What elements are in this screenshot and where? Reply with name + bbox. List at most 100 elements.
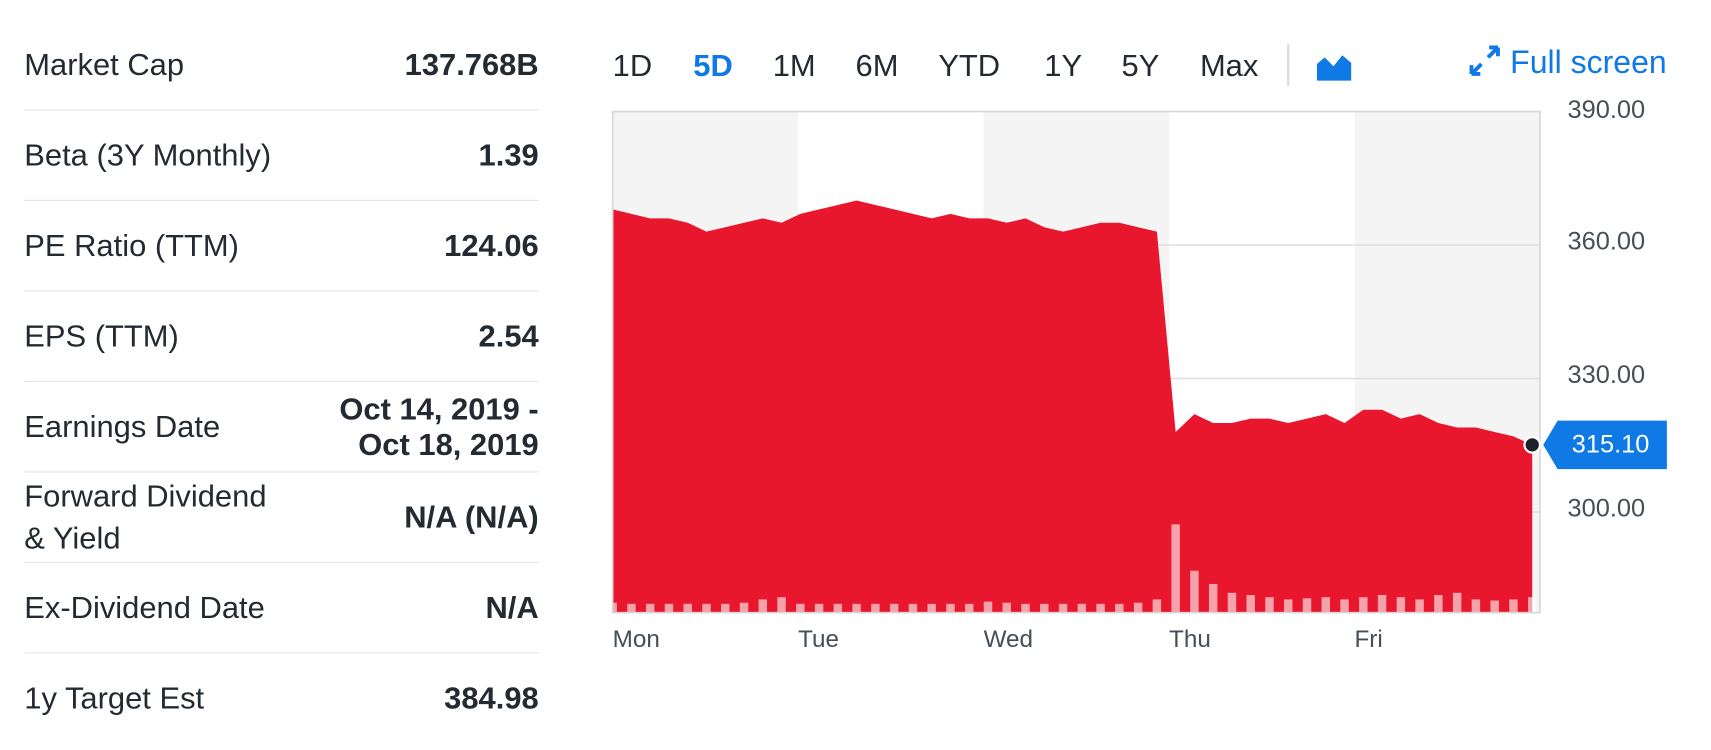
volume-bar [1133, 602, 1143, 613]
full-screen[interactable]: Full screen [1468, 44, 1667, 82]
range-button[interactable]: 6M [855, 48, 899, 83]
y-tick-label: 360.00 [1568, 228, 1646, 256]
stat-label: Forward Dividend & Yield [24, 478, 267, 555]
stat-label: Earnings Date [24, 408, 221, 444]
stat-row: PE Ratio (TTM) 124.06 [24, 201, 539, 292]
stat-label: Market Cap [24, 46, 185, 82]
volume-bar [1152, 599, 1162, 613]
volume-bar [1058, 603, 1068, 613]
stat-row: Ex-Dividend Date N/A [24, 563, 539, 654]
price-tag-label: 315.10 [1572, 431, 1650, 459]
stat-label: EPS (TTM) [24, 318, 179, 353]
volume-bar [871, 603, 880, 613]
volume-bar [796, 603, 805, 613]
x-tick-label: Fri [1354, 626, 1382, 653]
range-button[interactable]: 1M [772, 48, 816, 83]
volume-bar [1171, 524, 1180, 613]
volume-bar [1227, 592, 1237, 613]
stat-row: EPS (TTM) 2.54 [24, 291, 539, 382]
volume-bar [1415, 599, 1424, 613]
stats-table: Market Cap 137.768B Beta (3Y Monthly) 1.39 P… [24, 20, 539, 745]
volume-bar [1265, 597, 1274, 613]
y-tick-label: 390.00 [1568, 96, 1646, 124]
volume-bar [1321, 597, 1331, 613]
volume-bar [1509, 599, 1518, 613]
stat-label: Ex-Dividend Date [24, 590, 265, 625]
volume-bar [983, 601, 993, 613]
volume-bar [1040, 603, 1049, 613]
stat-value: 384.98 [444, 681, 539, 716]
volume-bar [1302, 598, 1312, 613]
volume-bar [1527, 597, 1537, 613]
x-tick-label: Tue [798, 626, 839, 653]
stat-row: 1y Target Est 384.98 [24, 654, 538, 745]
full-screen-label: Full screen [1510, 45, 1667, 81]
stat-label: Beta (3Y Monthly) [24, 137, 272, 172]
volume-bar [889, 603, 899, 613]
full-screen-icon [1469, 45, 1500, 76]
range-button[interactable]: 1D [612, 48, 653, 83]
range-button[interactable]: 1Y [1044, 48, 1083, 83]
volume-bar [946, 603, 955, 613]
volume-bar [721, 603, 730, 613]
volume-bar [1340, 599, 1349, 613]
volume-bar [1490, 600, 1499, 613]
volume-bar [1246, 595, 1255, 613]
volume-bar [1208, 583, 1218, 613]
volume-bar [702, 603, 711, 613]
volume-bar [1077, 603, 1087, 613]
volume-bar [777, 597, 786, 613]
chart-type-icon[interactable] [1316, 55, 1352, 81]
volume-bar [1002, 602, 1011, 613]
stat-value: N/A (N/A) [404, 499, 539, 534]
volume-bar [1434, 595, 1443, 613]
x-tick-label: Thu [1169, 626, 1211, 653]
stat-value: 137.768B [404, 46, 539, 82]
stat-value: 124.06 [444, 227, 539, 263]
volume-bar [852, 603, 861, 613]
volume-bar [1096, 603, 1105, 613]
volume-bar [965, 603, 974, 613]
price-area [612, 200, 1533, 613]
volume-bar [1377, 595, 1387, 613]
volume-bar [908, 603, 918, 613]
volume-bar [1190, 570, 1199, 613]
volume-bar [1021, 603, 1030, 613]
range-button[interactable]: Max [1199, 48, 1259, 83]
stat-label: 1y Target Est [24, 681, 205, 716]
volume-bar [627, 603, 636, 613]
x-tick-label: Wed [984, 626, 1033, 653]
range-button[interactable]: 5D [693, 48, 733, 83]
volume-bar [664, 603, 674, 613]
volume-bar [927, 603, 936, 613]
price-tag [1543, 420, 1667, 470]
stat-value: 1.39 [478, 137, 539, 172]
stat-value: N/A [485, 590, 539, 625]
y-tick-label: 300.00 [1568, 495, 1646, 523]
stat-row: Beta (3Y Monthly) 1.39 [24, 110, 539, 201]
volume-bar [1359, 597, 1368, 613]
volume-bar [645, 603, 655, 613]
volume-bar [1396, 597, 1406, 613]
plot-border [611, 110, 1541, 614]
stat-row: Forward Dividend & Yield N/A (N/A) [24, 472, 539, 563]
volume-bar [1115, 603, 1124, 613]
volume-bar [758, 599, 768, 613]
stat-row: Earnings Date Oct 14, 2019 - Oct 18, 2019 [24, 382, 539, 473]
volume-bar [833, 603, 843, 613]
stat-label: PE Ratio (TTM) [24, 227, 239, 263]
stat-value: 2.54 [478, 318, 539, 353]
range-button[interactable]: YTD [938, 48, 1001, 83]
stat-value: Oct 14, 2019 - Oct 18, 2019 [339, 391, 539, 461]
y-tick-label: 330.00 [1568, 361, 1646, 389]
volume-bar [1284, 599, 1293, 613]
volume-bar [814, 603, 824, 613]
volume-bar [739, 602, 749, 613]
range-button[interactable]: 5Y [1121, 48, 1160, 83]
volume-bar [1471, 599, 1481, 613]
volume-bar [1452, 592, 1462, 613]
last-point [1523, 436, 1542, 454]
stat-row: Market Cap 137.768B [24, 20, 539, 111]
